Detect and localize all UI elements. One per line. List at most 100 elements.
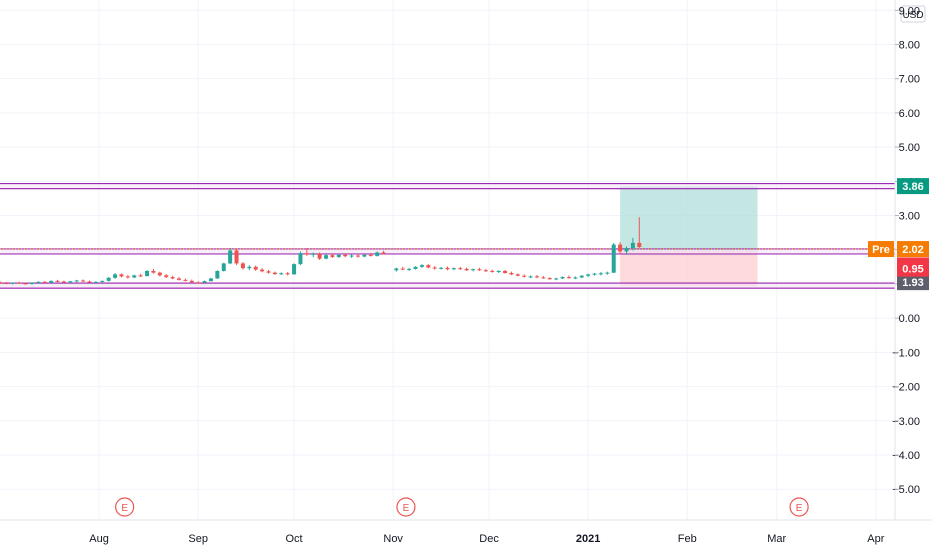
candle-body: [496, 270, 501, 272]
loss-zone[interactable]: [620, 250, 758, 287]
candle-body: [541, 277, 546, 279]
candle-body: [522, 275, 527, 277]
candle-body: [439, 267, 444, 269]
candle-body: [132, 275, 137, 278]
candle-body: [138, 275, 143, 277]
candle-body: [183, 279, 188, 281]
candle-body: [266, 271, 271, 273]
candle-body: [119, 274, 124, 277]
candle-body: [413, 266, 418, 269]
candle-body: [61, 281, 66, 283]
candle-body: [36, 281, 41, 283]
candle-body: [477, 269, 482, 271]
premarket-tag: [868, 241, 894, 258]
profit-zone[interactable]: [620, 186, 758, 251]
candle-body: [630, 242, 635, 249]
candle-body: [234, 250, 239, 264]
candle-body: [573, 277, 578, 279]
candle-body: [368, 254, 373, 256]
price-badge: [897, 241, 929, 258]
candle-body: [74, 280, 79, 282]
candle-body: [407, 268, 412, 270]
candle-body: [4, 282, 9, 284]
candle-body: [394, 268, 399, 271]
candle-body: [611, 244, 616, 273]
candle-body: [279, 273, 284, 275]
x-tick-label: Nov: [383, 533, 403, 545]
candle-body: [471, 269, 476, 271]
earnings-marker[interactable]: [396, 497, 416, 517]
earnings-marker-label: E: [403, 503, 410, 514]
y-tick-label: 3.00: [899, 211, 920, 223]
y-tick-label: 9.00: [899, 5, 920, 17]
candle-body: [10, 282, 15, 284]
earnings-marker[interactable]: [115, 497, 135, 517]
candle-body: [189, 280, 194, 283]
candle-body: [458, 268, 463, 270]
premarket-tag-label: Pre: [872, 244, 890, 256]
candle-body: [68, 281, 73, 283]
horizontal-levels[interactable]: [0, 183, 895, 289]
candle-body: [221, 263, 226, 271]
level-band: [0, 184, 895, 189]
price-badge: [897, 178, 929, 195]
y-tick-label: −5.00: [892, 484, 920, 496]
candle-body: [87, 281, 92, 283]
candle-body: [106, 277, 111, 281]
candle-body: [349, 255, 354, 257]
candle-body: [343, 254, 348, 257]
earnings-marker-label: E: [796, 503, 803, 514]
candle-body: [125, 276, 130, 278]
candle-body: [490, 270, 495, 272]
y-tick-label: 6.00: [899, 108, 920, 120]
candle-body: [100, 280, 105, 282]
candle-body: [624, 248, 629, 252]
candle-body: [311, 253, 316, 255]
x-tick-label: Sep: [188, 533, 208, 545]
x-tick-label: Mar: [767, 533, 786, 545]
candle-body: [547, 278, 552, 280]
candle-body: [432, 267, 437, 269]
candle-body: [400, 268, 405, 270]
candle-body: [247, 266, 252, 269]
candle-body: [605, 272, 610, 274]
candle-body: [375, 252, 380, 256]
price-badge-value: 2.02: [902, 244, 923, 256]
x-tick-label: Dec: [479, 533, 499, 545]
candle-body: [196, 282, 201, 284]
candle-body: [177, 278, 181, 280]
candle-body: [451, 268, 456, 270]
candle-body: [483, 270, 488, 272]
candle-body: [637, 242, 642, 247]
candle-body: [317, 253, 322, 259]
candle-body: [157, 272, 162, 276]
candle-body: [29, 282, 34, 284]
time-axis[interactable]: Aug Sep Oct Nov Dec 2021 Feb Mar Apr: [0, 519, 932, 545]
candle-body: [202, 281, 207, 283]
candle-body: [23, 283, 28, 285]
y-tick-label: 5.00: [899, 142, 920, 154]
candle-body: [253, 266, 258, 270]
long-position-tool[interactable]: [620, 186, 758, 287]
candle-body: [381, 252, 386, 254]
candle-body: [579, 275, 584, 278]
candle-body: [592, 273, 597, 275]
x-tick-label: Aug: [89, 533, 109, 545]
candle-body: [55, 280, 60, 282]
x-tick-label: Oct: [286, 533, 303, 545]
currency-box[interactable]: [900, 5, 926, 23]
earnings-marker[interactable]: [789, 497, 809, 517]
price-badge: [897, 274, 929, 291]
candle-body: [503, 270, 508, 273]
candle-body: [560, 277, 565, 279]
candle-body: [145, 270, 150, 277]
candlestick-series: [0, 217, 642, 285]
candle-body: [528, 276, 533, 278]
candle-body: [93, 281, 98, 283]
y-tick-label: −1.00: [892, 347, 920, 359]
candle-body: [618, 244, 623, 252]
candle-body: [598, 273, 603, 275]
